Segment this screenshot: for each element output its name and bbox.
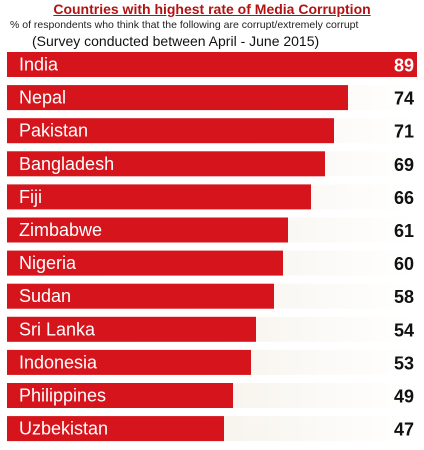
- bar: [7, 283, 274, 309]
- value-label: 89: [394, 56, 414, 76]
- value-label: 53: [394, 353, 414, 373]
- bar: [7, 52, 417, 77]
- bar: [7, 118, 334, 144]
- bar: [7, 316, 256, 342]
- chart-subtitle: % of respondents who think that the foll…: [10, 19, 359, 31]
- bar-group: Fiji 66: [7, 184, 415, 210]
- bar: [7, 151, 325, 177]
- category-label: Pakistan: [19, 121, 88, 141]
- value-label: 74: [394, 89, 414, 109]
- category-label: Sudan: [19, 286, 71, 306]
- category-label: Sri Lanka: [19, 319, 96, 339]
- bar: [7, 349, 251, 375]
- bar-group: Sri Lanka 54: [7, 316, 415, 342]
- bar-group: Sudan 58: [7, 283, 415, 309]
- bar: [7, 383, 233, 408]
- category-label: Uzbekistan: [19, 419, 108, 439]
- value-label: 71: [394, 122, 414, 142]
- category-label: Zimbabwe: [19, 220, 102, 240]
- bar-group: Indonesia 53: [7, 349, 415, 375]
- bar: [7, 85, 348, 111]
- category-label: Nepal: [19, 88, 66, 108]
- bar-group: Bangladesh 69: [7, 151, 415, 177]
- bar-group: Nepal 74: [7, 85, 415, 111]
- value-label: 47: [394, 420, 414, 440]
- bar: [7, 416, 224, 442]
- value-label: 49: [394, 387, 414, 407]
- bar: [7, 250, 283, 276]
- chart-title: Countries with highest rate of Media Cor…: [53, 1, 371, 17]
- bar-group: Philippines 49: [7, 383, 415, 408]
- value-label: 61: [394, 221, 414, 241]
- value-label: 66: [394, 188, 414, 208]
- chart-note: (Survey conducted between April - June 2…: [32, 33, 320, 49]
- category-label: India: [19, 55, 59, 75]
- value-label: 54: [394, 320, 414, 340]
- category-label: Philippines: [19, 386, 106, 406]
- category-label: Nigeria: [19, 253, 77, 273]
- bar-group: Pakistan 71: [7, 118, 415, 144]
- bar-group: Uzbekistan 47: [7, 416, 415, 442]
- bar-group: Zimbabwe 61: [7, 217, 415, 243]
- bar-group: India 89: [7, 52, 417, 77]
- bar: [7, 184, 311, 210]
- value-label: 60: [394, 254, 414, 274]
- category-label: Indonesia: [19, 352, 98, 372]
- category-label: Fiji: [19, 187, 42, 207]
- category-label: Bangladesh: [19, 154, 114, 174]
- bar-group: Nigeria 60: [7, 250, 415, 276]
- bar: [7, 217, 288, 243]
- value-label: 58: [394, 287, 414, 307]
- value-label: 69: [394, 155, 414, 175]
